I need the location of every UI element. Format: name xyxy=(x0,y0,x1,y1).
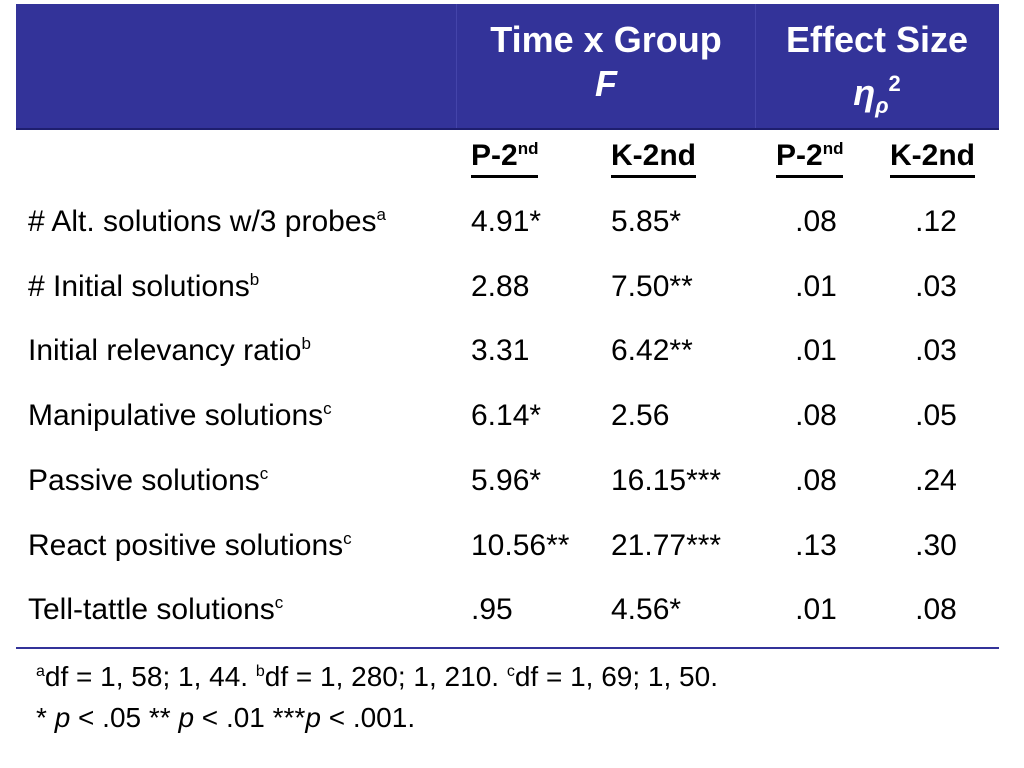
f-p2nd-value: 5.96* xyxy=(471,464,542,497)
subhead-f-p2nd: P-2nd xyxy=(471,139,539,178)
es-k2nd-value: .08 xyxy=(915,593,957,626)
es-k2nd-value: .30 xyxy=(915,529,957,562)
header-effect-size-column: Effect Size ηρ2 xyxy=(755,4,999,128)
footnote-significance: * p < .05 ** p < .01 ***p < .001. xyxy=(36,701,415,735)
f-p2nd-value: 4.91* xyxy=(471,205,542,238)
row-label: Initial relevancy ratiob xyxy=(28,331,311,371)
f-k2nd-value: 5.85* xyxy=(611,205,682,238)
row-label: Manipulative solutionsc xyxy=(28,396,332,436)
subhead-es-p-base: P-2 xyxy=(776,139,823,172)
es-p2nd-value: .01 xyxy=(795,270,837,303)
header-f-column: Time x Group F xyxy=(456,4,756,128)
subhead-f-k2nd: K-2nd xyxy=(611,139,696,178)
es-k2nd-value: .03 xyxy=(915,270,957,303)
f-p2nd-value: .95 xyxy=(471,593,513,626)
row-label-footnote: c xyxy=(323,399,332,418)
eta-subscript: ρ xyxy=(875,93,889,118)
header-f-title: Time x Group xyxy=(490,19,722,60)
header-es-symbol: ηρ2 xyxy=(755,62,999,128)
footnote-c-text: df = 1, 69; 1, 50. xyxy=(514,661,718,692)
row-label: # Initial solutionsb xyxy=(28,267,259,307)
sig-p-letter: p xyxy=(178,702,195,733)
table-row: Initial relevancy ratiob 3.31 6.42** .01… xyxy=(0,331,1024,371)
subhead-f-k-label: K-2nd xyxy=(611,139,696,178)
table-row: # Initial solutionsb 2.88 7.50** .01 .03 xyxy=(0,267,1024,307)
eta-symbol: η xyxy=(853,72,876,113)
sig-level-01: < .01 *** xyxy=(194,702,306,733)
row-label: React positive solutionsc xyxy=(28,526,352,566)
table-divider xyxy=(16,647,999,649)
es-k2nd-value: .05 xyxy=(915,399,957,432)
table-row: Manipulative solutionsc 6.14* 2.56 .08 .… xyxy=(0,396,1024,436)
subhead-es-k2nd: K-2nd xyxy=(890,139,975,178)
subhead-f-p-base: P-2 xyxy=(471,139,518,172)
row-label-footnote: c xyxy=(259,464,269,483)
table-row: Passive solutionsc 5.96* 16.15*** .08 .2… xyxy=(0,461,1024,501)
f-k2nd-value: 7.50** xyxy=(611,270,693,303)
sig-level-05: < .05 ** xyxy=(70,702,179,733)
es-p2nd-value: .08 xyxy=(795,464,837,497)
footnote-df: adf = 1, 58; 1, 44. bdf = 1, 280; 1, 210… xyxy=(36,660,718,694)
f-k2nd-value: 21.77*** xyxy=(611,529,722,562)
footnote-b-marker: b xyxy=(255,663,265,680)
es-p2nd-value: .08 xyxy=(795,399,837,432)
sig-prefix: * xyxy=(36,702,55,733)
f-k2nd-value: 6.42** xyxy=(611,334,693,367)
eta-superscript: 2 xyxy=(888,71,901,96)
es-k2nd-value: .24 xyxy=(915,464,957,497)
row-label-text: React positive solutions xyxy=(28,529,344,562)
f-p2nd-value: 3.31 xyxy=(471,334,530,367)
subhead-es-p-sup: nd xyxy=(822,139,844,158)
row-label-footnote: c xyxy=(343,529,352,548)
row-label: # Alt. solutions w/3 probesa xyxy=(28,202,386,242)
footnote-c-marker: c xyxy=(506,663,515,680)
f-k2nd-value: 2.56 xyxy=(611,399,670,432)
es-p2nd-value: .08 xyxy=(795,205,837,238)
sig-p-letter: p xyxy=(305,702,321,733)
subhead-f-p-sup: nd xyxy=(517,139,539,158)
table-header: Time x Group F Effect Size ηρ2 xyxy=(16,4,999,130)
row-label: Passive solutionsc xyxy=(28,461,268,501)
header-empty-cell xyxy=(16,4,456,128)
f-p2nd-value: 6.14* xyxy=(471,399,542,432)
table-row: # Alt. solutions w/3 probesa 4.91* 5.85*… xyxy=(0,202,1024,242)
es-k2nd-value: .12 xyxy=(915,205,957,238)
header-es-title: Effect Size xyxy=(785,19,969,60)
footnote-a-marker: a xyxy=(36,663,45,680)
f-k2nd-value: 4.56* xyxy=(611,593,682,626)
es-p2nd-value: .01 xyxy=(795,593,837,626)
row-label-text: Tell-tattle solutions xyxy=(28,593,275,626)
row-label: Tell-tattle solutionsc xyxy=(28,590,283,630)
footnote-a-text: df = 1, 58; 1, 44. xyxy=(44,661,256,692)
header-f-stat: F xyxy=(595,63,617,104)
row-label-footnote: b xyxy=(301,334,311,353)
row-label-text: Manipulative solutions xyxy=(28,399,324,432)
row-label-footnote: a xyxy=(376,205,386,224)
sig-p-letter: p xyxy=(54,702,71,733)
es-k2nd-value: .03 xyxy=(915,334,957,367)
f-p2nd-value: 10.56** xyxy=(471,529,570,562)
table-row: Tell-tattle solutionsc .95 4.56* .01 .08 xyxy=(0,590,1024,630)
subhead-es-k-label: K-2nd xyxy=(890,139,975,178)
table-row: React positive solutionsc 10.56** 21.77*… xyxy=(0,526,1024,566)
row-label-footnote: c xyxy=(274,593,284,612)
subhead-es-p2nd: P-2nd xyxy=(776,139,844,178)
sig-level-001: < .001. xyxy=(320,702,416,733)
row-label-text: # Initial solutions xyxy=(28,270,250,303)
es-p2nd-value: .13 xyxy=(795,529,837,562)
es-p2nd-value: .01 xyxy=(795,334,837,367)
footnote-b-text: df = 1, 280; 1, 210. xyxy=(264,661,507,692)
f-k2nd-value: 16.15*** xyxy=(611,464,722,497)
row-label-footnote: b xyxy=(249,270,260,289)
row-label-text: # Alt. solutions w/3 probes xyxy=(28,205,377,238)
row-label-text: Passive solutions xyxy=(28,464,260,497)
row-label-text: Initial relevancy ratio xyxy=(28,334,302,367)
f-p2nd-value: 2.88 xyxy=(471,270,530,303)
